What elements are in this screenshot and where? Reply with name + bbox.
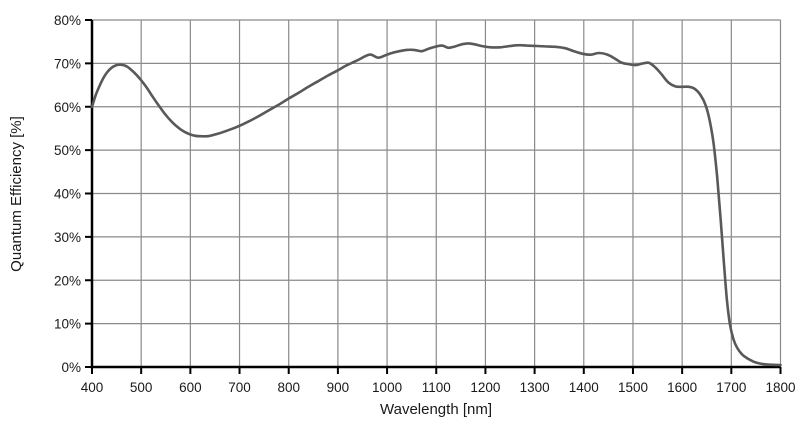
x-tick-label: 1400 (569, 380, 599, 395)
y-tick-label: 70% (54, 56, 81, 71)
axes-group (85, 19, 782, 374)
x-tick-label: 1200 (470, 380, 500, 395)
x-tick-label: 600 (179, 380, 202, 395)
y-tick-label: 20% (54, 273, 81, 288)
x-tick-label: 500 (130, 380, 153, 395)
x-tick-label: 1100 (422, 380, 451, 395)
x-tick-label: 1600 (667, 380, 697, 395)
gridlines-group (92, 19, 782, 367)
y-tick-label: 10% (54, 317, 81, 332)
y-axis-title: Quantum Efficiency [%] (8, 116, 25, 272)
y-tick-label: 50% (54, 143, 81, 158)
x-tick-label: 400 (81, 380, 104, 395)
tick-labels-group: 400 500 600 700 800 900 1000 1100 1200 1300 1400 15… (54, 13, 796, 395)
x-axis-title: Wavelength [nm] (380, 401, 492, 418)
x-tick-label: 800 (277, 380, 300, 395)
y-tick-label: 40% (54, 187, 81, 202)
y-tick-label: 60% (54, 100, 81, 115)
x-tick-label: 900 (327, 380, 350, 395)
x-tick-label: 1300 (520, 380, 550, 395)
x-tick-label: 1800 (765, 380, 795, 395)
series-group (90, 42, 782, 367)
y-tick-label: 30% (54, 230, 81, 245)
y-tick-label: 0% (61, 360, 81, 375)
x-tick-label: 1700 (716, 380, 746, 395)
y-tick-label: 80% (54, 13, 81, 28)
x-tick-label: 1000 (372, 380, 402, 395)
x-tick-label: 700 (228, 380, 251, 395)
x-tick-label: 1500 (618, 380, 648, 395)
qe-curve (90, 42, 782, 367)
